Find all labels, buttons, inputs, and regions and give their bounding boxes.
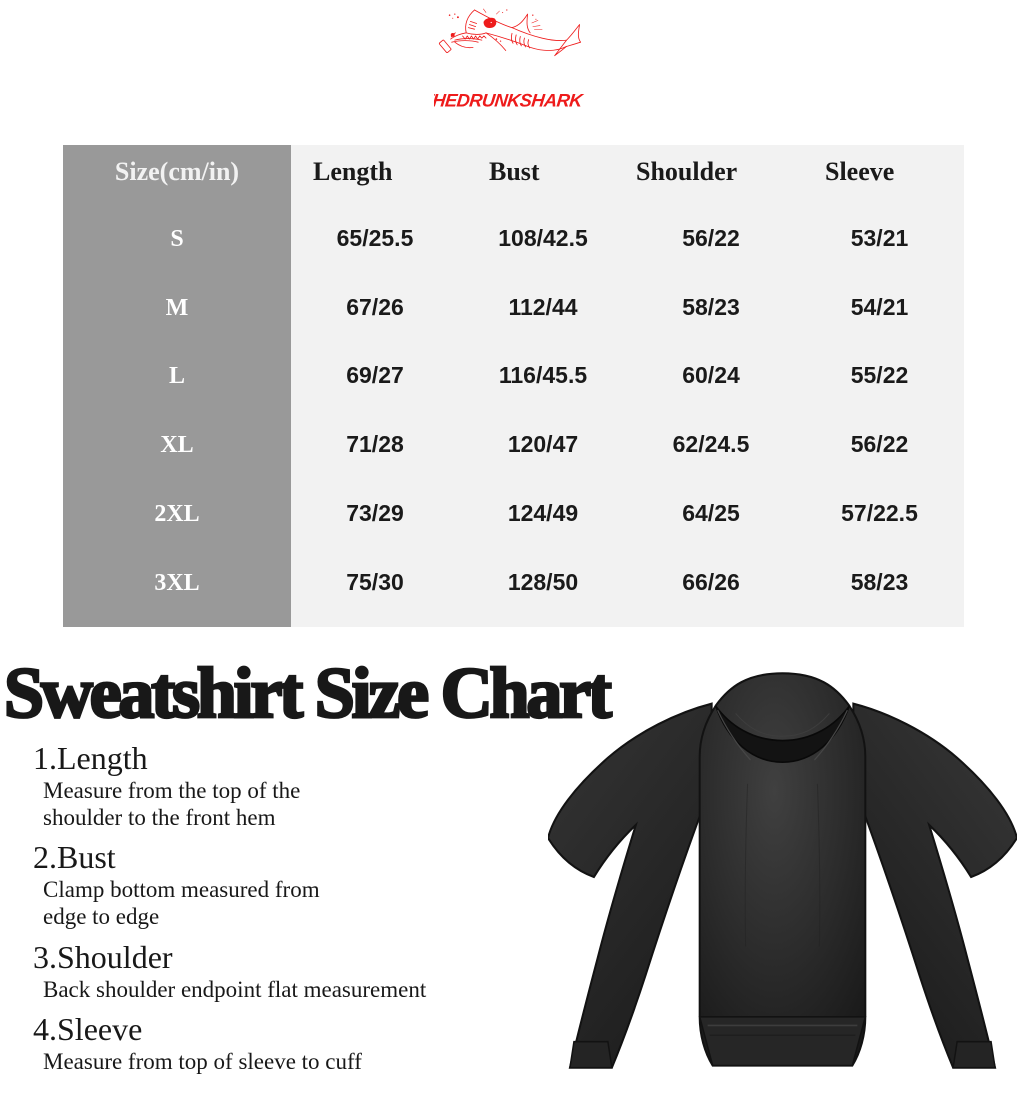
svg-text:THEDRUNKSHARK: THEDRUNKSHARK (434, 90, 585, 111)
